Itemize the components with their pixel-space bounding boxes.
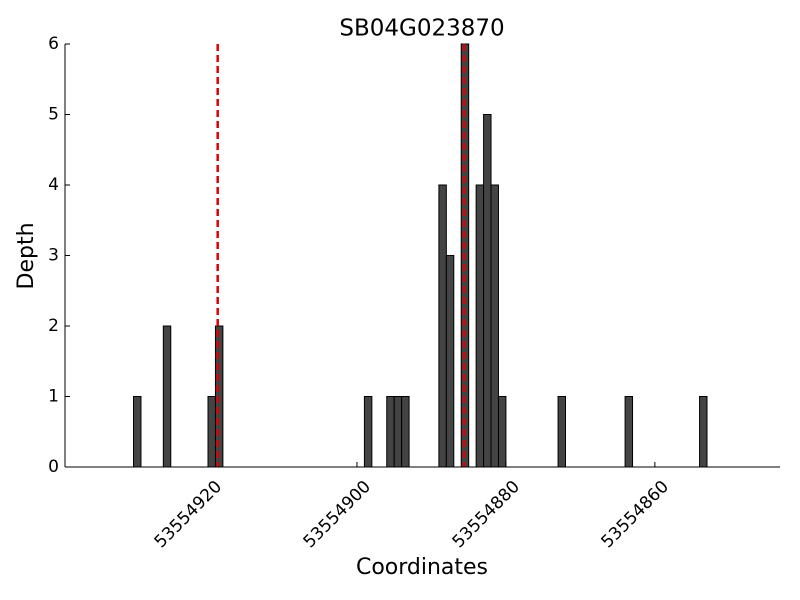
- bar: [401, 396, 410, 468]
- bar: [624, 396, 634, 468]
- bar: [490, 184, 499, 468]
- bar: [162, 325, 172, 468]
- y-tick-label: 6: [48, 34, 59, 54]
- x-tick-label: 53554900: [300, 477, 375, 552]
- bar: [133, 396, 142, 468]
- bar: [393, 396, 403, 468]
- y-tick-label: 2: [48, 316, 59, 336]
- bar: [475, 184, 485, 468]
- y-tick-label: 1: [48, 387, 59, 407]
- x-tick-label: 53554920: [151, 477, 226, 552]
- x-axis-label: Coordinates: [356, 555, 488, 580]
- bar: [438, 184, 447, 468]
- bar: [699, 396, 708, 468]
- y-axis-label: Depth: [14, 222, 39, 289]
- x-tick-label: 53554880: [449, 477, 524, 552]
- bar: [557, 396, 566, 468]
- bar: [363, 396, 373, 468]
- x-tick-label: 53554860: [598, 477, 673, 552]
- bar: [386, 396, 395, 468]
- y-tick-label: 4: [48, 175, 59, 195]
- chart-title: SB04G023870: [339, 16, 504, 42]
- y-tick-label: 0: [48, 457, 59, 477]
- y-tick-label: 5: [48, 105, 59, 125]
- bar: [497, 396, 507, 468]
- bar: [445, 255, 455, 468]
- y-tick-label: 3: [48, 246, 59, 266]
- bar: [483, 114, 492, 468]
- bar: [207, 396, 216, 468]
